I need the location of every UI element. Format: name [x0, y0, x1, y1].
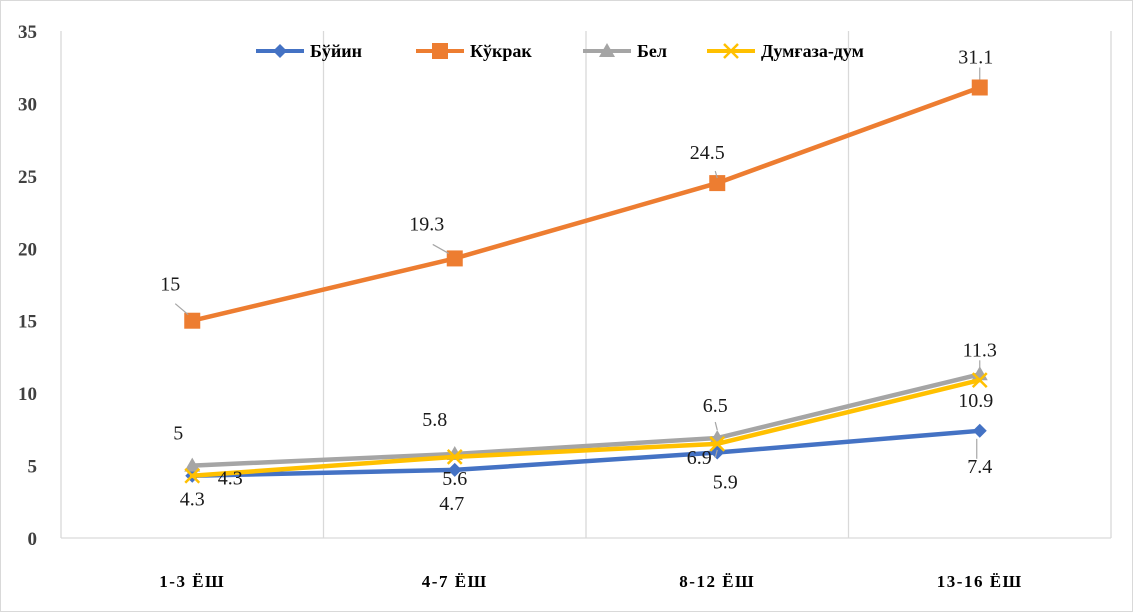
series-line	[190, 377, 982, 478]
series-line	[190, 85, 982, 323]
series-layer	[184, 79, 988, 484]
label-leader-line	[714, 170, 718, 179]
data-label: 4.7	[439, 493, 464, 515]
x-tick-label: 8-12 ЁШ	[679, 572, 755, 591]
series-line	[190, 372, 982, 468]
series-marker-diamond	[273, 44, 287, 58]
label-leader-line	[174, 303, 189, 316]
data-label: 24.5	[690, 142, 725, 164]
y-tick-label: 20	[18, 239, 37, 260]
series-marker-x	[446, 448, 463, 465]
data-label: 7.4	[967, 456, 992, 478]
series-group	[184, 372, 988, 484]
data-label: 31.1	[958, 46, 993, 68]
data-label: 5	[173, 423, 183, 445]
data-label: 10.9	[958, 390, 993, 412]
series-marker-diamond	[447, 462, 462, 477]
data-label: 5.6	[442, 468, 467, 490]
data-label: 11.3	[963, 339, 997, 361]
data-label: 19.3	[409, 213, 444, 235]
series-marker-diamond	[972, 423, 987, 438]
series-line	[190, 428, 982, 478]
legend-label: Бел	[637, 41, 667, 61]
series-marker-square	[446, 250, 463, 267]
series-marker-x	[971, 372, 988, 388]
legend-label: Бўйин	[310, 41, 362, 61]
legend-item: Думғаза-дум	[707, 41, 864, 61]
label-leader-line	[714, 449, 718, 458]
data-label: 4.3	[218, 468, 243, 490]
series-marker-x	[184, 467, 201, 484]
data-label: 6.9	[687, 447, 712, 469]
label-leader-line	[432, 243, 450, 254]
legend-item: Бўйин	[256, 41, 362, 61]
data-label: 5.8	[422, 409, 447, 431]
legend-item: Бел	[583, 41, 667, 61]
data-label: 15	[160, 274, 180, 296]
series-group	[184, 79, 988, 329]
legend-label: Кўкрак	[470, 41, 532, 61]
legend: Бўйин Кўкрак Бел Думғаза-дум	[256, 41, 864, 61]
legend-item: Кўкрак	[416, 41, 532, 61]
series-marker-square	[709, 175, 726, 192]
series-marker-square	[971, 79, 988, 96]
y-tick-label: 15	[18, 312, 37, 333]
series-marker-triangle	[184, 457, 201, 472]
data-label: 6.5	[703, 395, 728, 417]
series-marker-square	[184, 312, 201, 329]
x-tick-label: 1-3 ЁШ	[159, 572, 225, 591]
y-tick-label: 30	[18, 94, 37, 115]
y-tick-label: 25	[18, 167, 37, 188]
y-tick-label: 5	[28, 457, 38, 478]
label-leader-line	[714, 421, 718, 431]
data-label: 5.9	[713, 472, 738, 494]
y-tick-label: 0	[28, 529, 38, 550]
data-label-layer: 4.3 4.7 5.9 7.4 15 19.3 24.5 31.1 5 5.8 6.5 11.3 4.3…	[160, 46, 997, 514]
x-tick-label: 4-7 ЁШ	[422, 572, 488, 591]
y-tick-label: 35	[18, 22, 37, 43]
data-label: 4.3	[180, 489, 205, 511]
series-marker-x	[723, 43, 739, 59]
y-tick-label: 10	[18, 384, 37, 405]
x-tick-label: 13-16 ЁШ	[937, 572, 1023, 591]
legend-label: Думғаза-дум	[761, 41, 864, 61]
axis-layer: 0 5 10 15 20 25 30 35 1-3 ЁШ 4-7 ЁШ 8-12 ЁШ 13-16 Ё…	[18, 22, 1111, 591]
series-marker-triangle	[599, 43, 615, 57]
series-marker-square	[432, 43, 448, 59]
grid-layer	[60, 31, 1112, 538]
series-marker-x	[709, 435, 726, 452]
